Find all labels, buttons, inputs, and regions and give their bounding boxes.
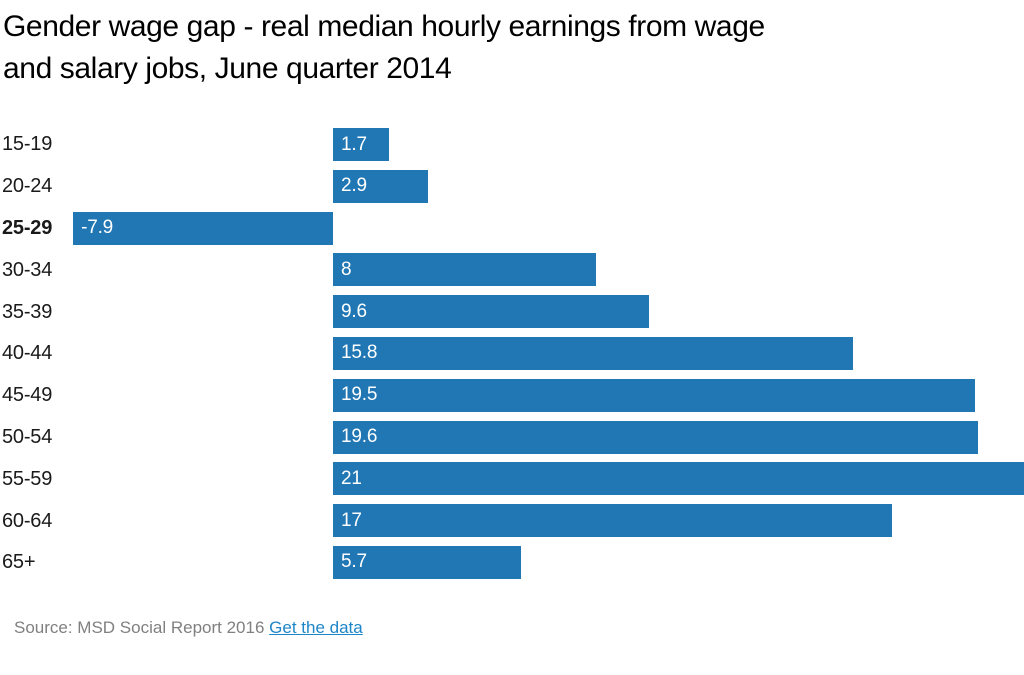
bar-value-label: 21: [341, 467, 362, 489]
bar-value-label: 17: [341, 509, 362, 531]
bar[interactable]: 9.6: [333, 295, 649, 329]
bar-value-label: 1.7: [341, 133, 367, 155]
category-label: 20-24: [2, 175, 53, 198]
category-label: 35-39: [2, 300, 53, 323]
chart-title: Gender wage gap - real median hourly ear…: [3, 6, 765, 90]
category-label: 55-59: [2, 467, 53, 490]
chart-row: 15-19 1.7: [0, 124, 1024, 166]
source-line: Source: MSD Social Report 2016 Get the d…: [14, 618, 363, 638]
bar[interactable]: 19.6: [333, 420, 978, 454]
bar[interactable]: 8: [333, 253, 597, 287]
bar-value-label: 19.5: [341, 384, 378, 406]
chart-row: 65+ 5.7: [0, 542, 1024, 584]
chart-row: 20-24 2.9: [0, 166, 1024, 208]
bar-value-label: 15.8: [341, 342, 378, 364]
bar[interactable]: -7.9: [73, 211, 333, 245]
chart-row: 50-54 19.6: [0, 417, 1024, 459]
bar-value-label: 2.9: [341, 175, 367, 197]
bar[interactable]: 5.7: [333, 545, 521, 579]
bar[interactable]: 2.9: [333, 169, 429, 203]
chart-rows: 15-19 1.7 20-24 2.9 25-29 -7.9 30-34 8 35-39 9.6 4…: [0, 124, 1024, 584]
category-label: 30-34: [2, 258, 53, 281]
bar[interactable]: 19.5: [333, 378, 975, 412]
bar-value-label: 9.6: [341, 300, 367, 322]
bar[interactable]: 15.8: [333, 336, 853, 370]
chart-row: 30-34 8: [0, 249, 1024, 291]
bar[interactable]: 17: [333, 504, 893, 538]
chart-row: 40-44 15.8: [0, 333, 1024, 375]
category-label: 15-19: [2, 133, 53, 156]
chart-row: 55-59 21: [0, 458, 1024, 500]
category-label: 25-29: [2, 216, 53, 239]
chart-row: 25-29 -7.9: [0, 208, 1024, 250]
category-label: 45-49: [2, 384, 53, 407]
get-the-data-link[interactable]: Get the data: [269, 618, 363, 637]
bar[interactable]: 21: [333, 462, 1024, 496]
bar-value-label: 19.6: [341, 426, 378, 448]
source-text: Source: MSD Social Report 2016: [14, 618, 265, 637]
bar-value-label: 5.7: [341, 551, 367, 573]
chart-row: 60-64 17: [0, 500, 1024, 542]
category-label: 60-64: [2, 509, 53, 532]
bar-value-label: 8: [341, 258, 352, 280]
bar[interactable]: 1.7: [333, 128, 389, 161]
category-label: 65+: [2, 551, 36, 574]
bar-value-label: -7.9: [81, 217, 114, 239]
category-label: 50-54: [2, 425, 53, 448]
category-label: 40-44: [2, 342, 53, 365]
chart-title-line-2: and salary jobs, June quarter 2014: [3, 52, 452, 85]
chart-title-line-1: Gender wage gap - real median hourly ear…: [3, 10, 765, 43]
chart-row: 35-39 9.6: [0, 291, 1024, 333]
chart-row: 45-49 19.5: [0, 375, 1024, 417]
